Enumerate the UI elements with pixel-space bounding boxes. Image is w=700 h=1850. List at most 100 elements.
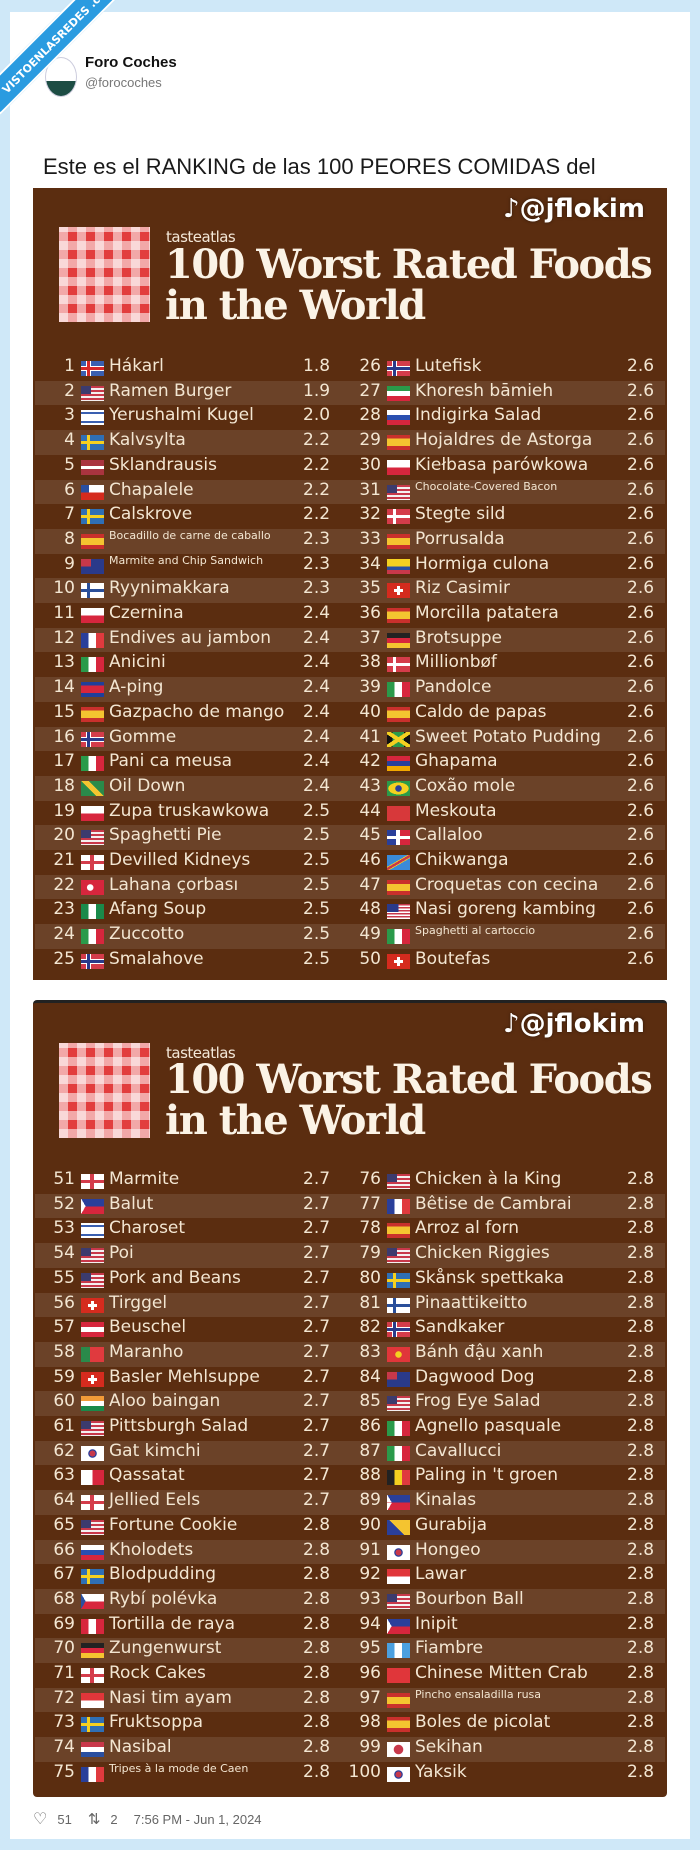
food-name[interactable]: Basler Mehlsuppe bbox=[109, 1366, 260, 1387]
food-name[interactable]: Brotsuppe bbox=[415, 627, 503, 648]
food-name[interactable]: Calskrove bbox=[109, 504, 193, 525]
food-name[interactable]: Hormiga culona bbox=[415, 553, 550, 574]
food-name[interactable]: Zungenwurst bbox=[109, 1638, 222, 1659]
user-name[interactable]: Foro Coches bbox=[85, 54, 177, 71]
food-name[interactable]: Chapalele bbox=[109, 479, 194, 500]
food-name[interactable]: Sweet Potato Pudding bbox=[415, 726, 601, 747]
food-name[interactable]: Ghapama bbox=[415, 751, 498, 772]
food-name[interactable]: Aloo baingan bbox=[109, 1391, 221, 1412]
food-name[interactable]: Kinalas bbox=[415, 1490, 477, 1511]
food-name[interactable]: Bêtise de Cambrai bbox=[415, 1193, 572, 1214]
food-name[interactable]: Boutefas bbox=[415, 948, 491, 969]
food-name[interactable]: Stegte sild bbox=[415, 504, 506, 525]
food-name[interactable]: Hongeo bbox=[415, 1539, 481, 1560]
food-name[interactable]: Lawar bbox=[415, 1564, 467, 1585]
ranking-image-1[interactable]: tasteatlas 100 Worst Rated Foods in the W… bbox=[33, 188, 667, 980]
food-name[interactable]: Gomme bbox=[109, 726, 177, 747]
food-name[interactable]: Sklandrausis bbox=[109, 454, 217, 475]
food-name[interactable]: Callaloo bbox=[415, 825, 483, 846]
food-name[interactable]: Rybí polévka bbox=[109, 1588, 218, 1609]
food-name[interactable]: Paling in 't groen bbox=[415, 1465, 559, 1486]
food-name[interactable]: Boles de picolat bbox=[415, 1712, 551, 1733]
food-name[interactable]: Rock Cakes bbox=[109, 1663, 206, 1683]
food-name[interactable]: Devilled Kidneys bbox=[109, 850, 251, 870]
food-name[interactable]: Endives au jambon bbox=[109, 627, 272, 648]
food-name[interactable]: Qassatat bbox=[109, 1465, 185, 1486]
food-name[interactable]: Pork and Beans bbox=[109, 1267, 241, 1288]
food-name[interactable]: Chicken à la King bbox=[415, 1169, 562, 1189]
food-name[interactable]: Charoset bbox=[109, 1218, 186, 1239]
food-name[interactable]: Gazpacho de mango bbox=[109, 701, 285, 722]
food-name[interactable]: Maranho bbox=[109, 1341, 184, 1362]
food-name[interactable]: Kalvsylta bbox=[109, 430, 186, 451]
food-name[interactable]: Zupa truskawkowa bbox=[109, 800, 270, 821]
food-name[interactable]: Kholodets bbox=[109, 1539, 194, 1560]
food-name[interactable]: Jellied Eels bbox=[109, 1490, 201, 1511]
ranking-image-2[interactable]: tasteatlas 100 Worst Rated Foods in the W… bbox=[33, 1000, 667, 1797]
food-name[interactable]: Kiełbasa parówkowa bbox=[415, 454, 589, 475]
food-name[interactable]: Tortilla de raya bbox=[109, 1613, 236, 1634]
food-name[interactable]: Chicken Riggies bbox=[415, 1243, 550, 1264]
food-name[interactable]: Sandkaker bbox=[415, 1317, 505, 1338]
food-name[interactable]: Coxão mole bbox=[415, 775, 516, 796]
food-name[interactable]: Croquetas con cecina bbox=[415, 874, 599, 895]
food-name[interactable]: Zuccotto bbox=[109, 924, 185, 945]
retweet-icon[interactable]: ⇅ bbox=[87, 1811, 101, 1828]
food-name[interactable]: Pani ca meusa bbox=[109, 751, 233, 772]
food-name[interactable]: Smalahove bbox=[109, 948, 204, 969]
food-name[interactable]: Ryynimakkara bbox=[109, 578, 230, 599]
food-name[interactable]: Khoresh bāmieh bbox=[415, 380, 554, 401]
food-name[interactable]: Spaghetti al cartoccio bbox=[415, 924, 536, 938]
food-name[interactable]: Inipit bbox=[415, 1613, 458, 1634]
food-name[interactable]: Pittsburgh Salad bbox=[109, 1416, 249, 1436]
food-name[interactable]: Gat kimchi bbox=[109, 1440, 201, 1461]
food-name[interactable]: Spaghetti Pie bbox=[109, 825, 222, 846]
food-name[interactable]: Pandolce bbox=[415, 677, 492, 698]
food-name[interactable]: Dagwood Dog bbox=[415, 1366, 535, 1387]
food-name[interactable]: Yerushalmi Kugel bbox=[109, 405, 254, 426]
food-name[interactable]: Cavallucci bbox=[415, 1440, 502, 1461]
food-name[interactable]: Porrusalda bbox=[415, 528, 505, 549]
food-name[interactable]: Chinese Mitten Crab bbox=[415, 1663, 588, 1683]
food-name[interactable]: Nasi tim ayam bbox=[109, 1687, 232, 1708]
food-name[interactable]: Gurabija bbox=[415, 1514, 488, 1535]
food-name[interactable]: Afang Soup bbox=[109, 899, 207, 920]
food-name[interactable]: Hákarl bbox=[109, 356, 164, 376]
food-name[interactable]: Bocadillo de carne de caballo bbox=[109, 528, 271, 542]
food-name[interactable]: Pincho ensaladilla rusa bbox=[415, 1687, 542, 1701]
food-name[interactable]: Morcilla patatera bbox=[415, 603, 559, 623]
food-name[interactable]: Chocolate-Covered Bacon bbox=[415, 479, 558, 493]
food-name[interactable]: Marmite bbox=[109, 1169, 180, 1189]
food-name[interactable]: Lahana çorbası bbox=[109, 874, 239, 895]
food-name[interactable]: Caldo de papas bbox=[415, 701, 547, 722]
food-name[interactable]: Blodpudding bbox=[109, 1564, 217, 1585]
food-name[interactable]: Chikwanga bbox=[415, 850, 509, 870]
food-name[interactable]: Indigirka Salad bbox=[415, 405, 542, 426]
food-name[interactable]: Fiambre bbox=[415, 1638, 484, 1659]
food-name[interactable]: Bánh đậu xanh bbox=[415, 1341, 544, 1362]
food-name[interactable]: Arroz al forn bbox=[415, 1218, 520, 1239]
food-name[interactable]: Tripes à la mode de Caen bbox=[109, 1761, 249, 1775]
food-name[interactable]: Fruktsoppa bbox=[109, 1712, 204, 1733]
food-name[interactable]: Nasi goreng kambing bbox=[415, 899, 596, 920]
user-handle[interactable]: @forocoches bbox=[85, 75, 162, 90]
food-name[interactable]: Yaksik bbox=[415, 1761, 467, 1782]
food-name[interactable]: Meskouta bbox=[415, 800, 497, 821]
food-name[interactable]: Riz Casimir bbox=[415, 578, 511, 599]
food-name[interactable]: Sekihan bbox=[415, 1737, 483, 1758]
food-name[interactable]: Agnello pasquale bbox=[415, 1416, 562, 1436]
timestamp[interactable]: 7:56 PM - Jun 1, 2024 bbox=[133, 1811, 262, 1827]
food-name[interactable]: Ramen Burger bbox=[109, 380, 232, 401]
food-name[interactable]: Beuschel bbox=[109, 1317, 187, 1338]
food-name[interactable]: Tirggel bbox=[109, 1292, 168, 1313]
food-name[interactable]: Nasibal bbox=[109, 1737, 172, 1758]
food-name[interactable]: Millionbøf bbox=[415, 652, 497, 673]
food-name[interactable]: Frog Eye Salad bbox=[415, 1391, 541, 1412]
heart-icon[interactable]: ♡ bbox=[33, 1811, 48, 1828]
food-name[interactable]: Marmite and Chip Sandwich bbox=[109, 553, 264, 567]
food-name[interactable]: Lutefisk bbox=[415, 356, 482, 376]
food-name[interactable]: Skånsk spettkaka bbox=[415, 1267, 564, 1288]
food-name[interactable]: Poi bbox=[109, 1243, 134, 1264]
food-name[interactable]: Balut bbox=[109, 1193, 154, 1214]
food-name[interactable]: A-ping bbox=[109, 677, 164, 698]
